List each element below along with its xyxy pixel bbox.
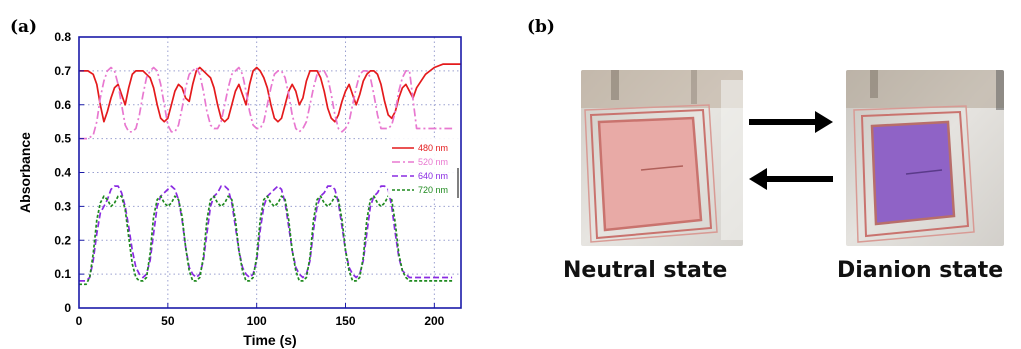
- y-tick-label: 0.3: [54, 199, 71, 213]
- y-tick-label: 0.8: [54, 30, 71, 44]
- absorbance-chart: 0 50 100 150 200 0 0.1 0.2 0.3 0.4 0.5 0.6 0.7 0.8 Ti…: [17, 30, 462, 348]
- dianion-state-label: Dianion state: [837, 258, 1004, 283]
- y-tick-label: 0.6: [54, 98, 71, 112]
- chart-legend: 480 nm 520 nm 640 nm 720 nm: [388, 138, 460, 198]
- reversible-arrows: [749, 111, 833, 190]
- series-line-640-nm: [79, 185, 453, 282]
- x-tick-label: 100: [247, 314, 267, 328]
- chart-ticks: 0 50 100 150 200 0 0.1 0.2 0.3 0.4 0.5 0.6 0.7 0.8: [54, 30, 444, 328]
- y-tick-label: 0.1: [54, 267, 71, 281]
- arrow-left-icon: [749, 168, 833, 190]
- y-tick-label: 0: [64, 301, 71, 315]
- panel-label-a: (a): [10, 17, 38, 37]
- series-line-720-nm: [79, 195, 453, 286]
- series-line-480-nm: [79, 63, 461, 123]
- y-tick-label: 0.7: [54, 64, 71, 78]
- neutral-state-label: Neutral state: [563, 258, 728, 283]
- y-tick-label: 0.2: [54, 233, 71, 247]
- x-tick-label: 50: [161, 314, 175, 328]
- x-tick-label: 150: [335, 314, 355, 328]
- y-tick-label: 0.5: [54, 132, 71, 146]
- x-tick-label: 0: [76, 314, 83, 328]
- legend-label: 640 nm: [418, 171, 448, 181]
- legend-label: 480 nm: [418, 143, 448, 153]
- series-line-520-nm: [79, 66, 453, 140]
- dianion-state-photo: [846, 70, 1004, 246]
- legend-label: 520 nm: [418, 157, 448, 167]
- chart-series: [79, 63, 461, 286]
- y-axis-label: Absorbance: [17, 132, 33, 213]
- legend-label: 720 nm: [418, 185, 448, 195]
- arrow-right-icon: [749, 111, 833, 133]
- x-axis-label: Time (s): [243, 332, 296, 348]
- y-tick-label: 0.4: [54, 166, 71, 180]
- neutral-state-photo: [581, 70, 743, 246]
- x-tick-label: 200: [424, 314, 444, 328]
- panel-label-b: (b): [527, 17, 555, 37]
